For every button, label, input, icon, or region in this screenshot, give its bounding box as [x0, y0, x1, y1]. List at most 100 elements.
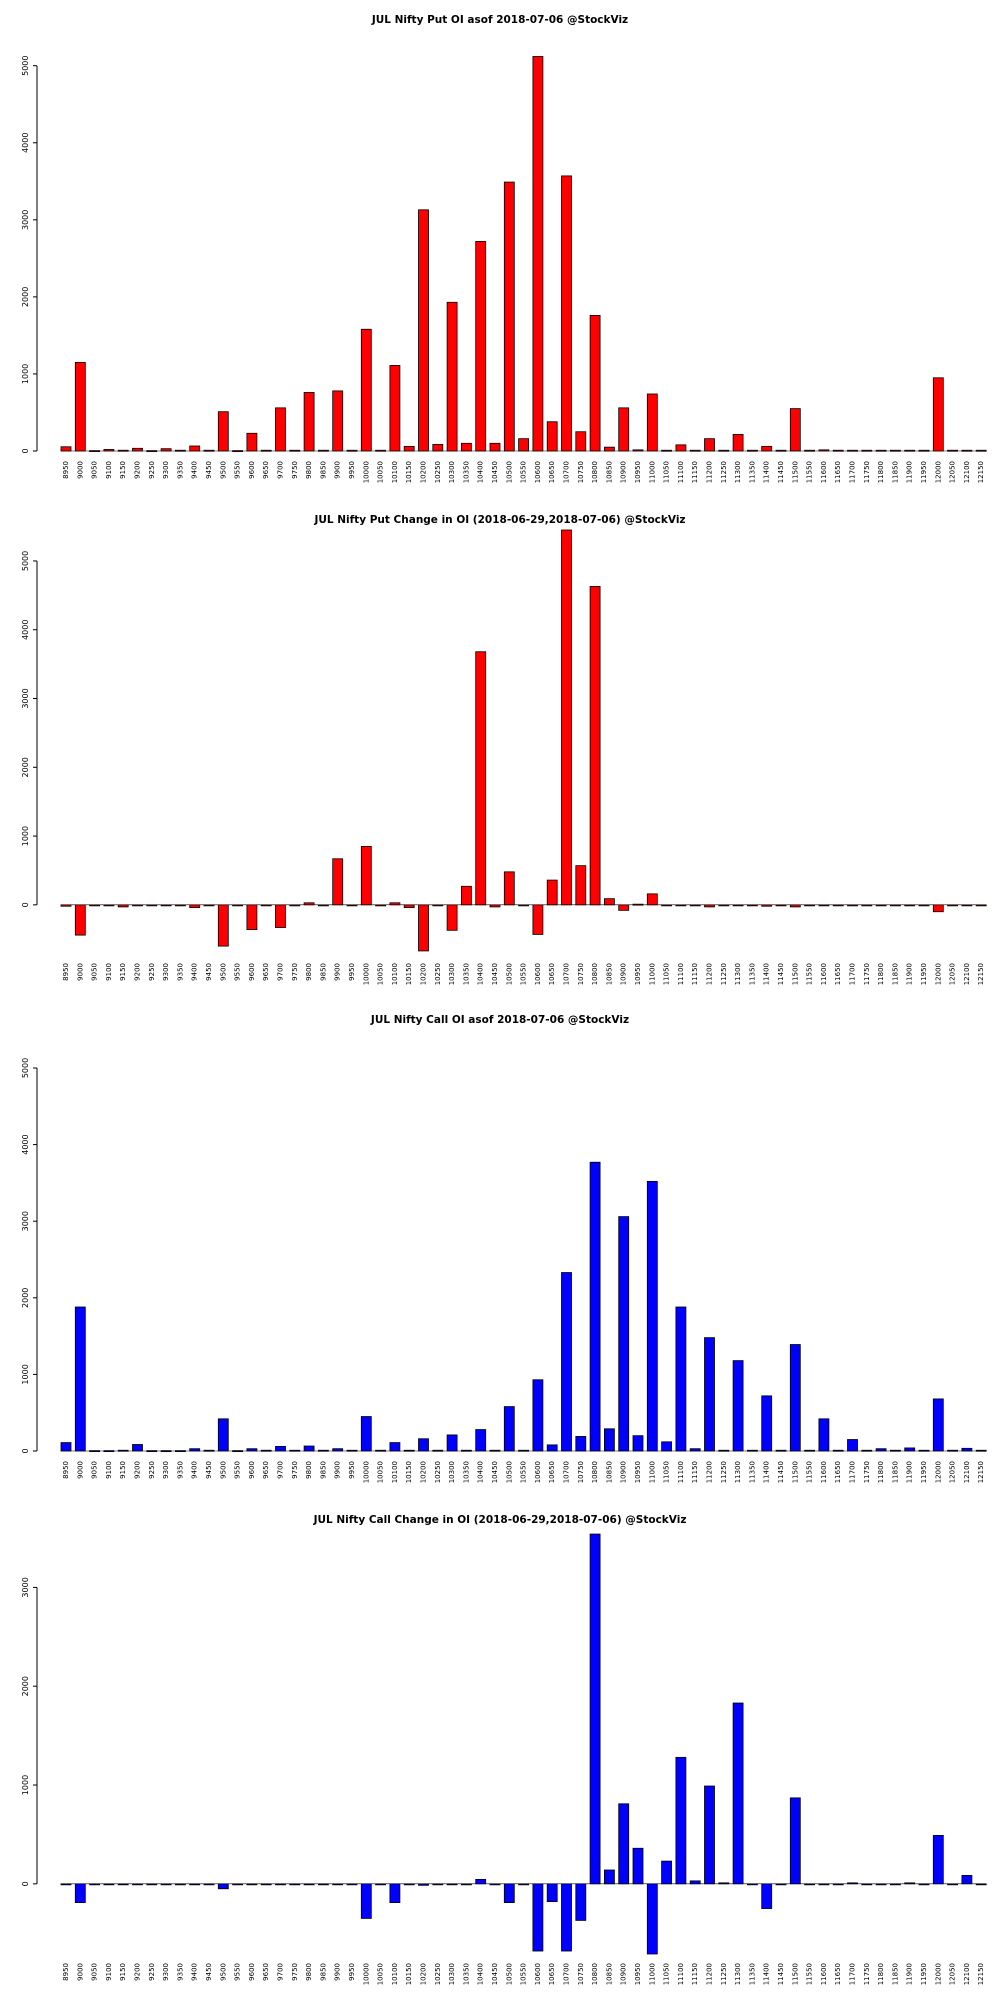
x-tick-label: 11550 — [806, 963, 814, 985]
bar-11950 — [918, 904, 930, 907]
x-tick-label: 10900 — [620, 1461, 628, 1483]
bar-9600 — [246, 1448, 258, 1452]
x-tick-label: 12050 — [949, 1461, 957, 1483]
x-tick-label: 10250 — [434, 1461, 442, 1483]
y-tick-label: 2000 — [21, 287, 30, 307]
bar-9000 — [74, 361, 86, 452]
x-tick-label: 11450 — [777, 963, 785, 985]
bar-9700 — [275, 1883, 286, 1886]
bar-12050 — [947, 904, 958, 907]
x-tick-label: 9000 — [76, 963, 84, 981]
bar-10500 — [503, 871, 515, 906]
bar-12150 — [975, 1449, 987, 1452]
y-tick-label: 2000 — [21, 757, 30, 777]
bar-9950 — [346, 904, 358, 907]
x-tick-label: 11750 — [863, 1461, 871, 1483]
x-tick-label: 10750 — [577, 1963, 585, 1985]
x-tick-label: 11100 — [677, 1461, 685, 1483]
bar-10350 — [460, 1449, 472, 1452]
bar-10200 — [418, 1883, 429, 1886]
bar-11900 — [904, 1882, 916, 1885]
bar-9300 — [160, 448, 172, 452]
bar-11850 — [890, 1449, 901, 1452]
bar-11450 — [775, 904, 787, 907]
x-tick-label: 9000 — [76, 1461, 84, 1479]
bar-9600 — [246, 904, 258, 931]
x-tick-label: 10450 — [491, 963, 499, 985]
x-tick-label: 10800 — [591, 1461, 599, 1483]
x-tick-label: 9550 — [234, 461, 242, 479]
x-tick-label: 9950 — [348, 1963, 356, 1981]
x-tick-label: 10800 — [591, 461, 599, 483]
bar-9750 — [289, 449, 301, 452]
bar-11700 — [847, 1882, 858, 1885]
x-tick-label: 10600 — [534, 461, 542, 483]
bar-11750 — [861, 1883, 873, 1886]
bar-9700 — [275, 1446, 286, 1452]
x-tick-label: 9200 — [134, 963, 142, 981]
bar-11750 — [861, 904, 873, 907]
x-tick-label: 12100 — [963, 461, 971, 483]
x-tick-label: 11900 — [906, 1461, 914, 1483]
bar-9450 — [203, 449, 215, 452]
x-tick-label: 10500 — [505, 1461, 513, 1483]
bar-9250 — [146, 1450, 158, 1453]
bar-9050 — [89, 1883, 100, 1886]
bar-11950 — [918, 1449, 930, 1452]
x-tick-label: 9650 — [262, 461, 270, 479]
bar-10600 — [532, 904, 544, 935]
x-tick-label: 12150 — [977, 1963, 985, 1985]
bar-10350 — [460, 885, 472, 906]
bar-10400 — [475, 240, 487, 452]
bar-10100 — [389, 1883, 401, 1904]
bar-12150 — [975, 904, 987, 907]
bar-9250 — [146, 450, 158, 453]
x-tick-label: 10150 — [405, 1461, 413, 1483]
x-tick-label: 12100 — [963, 1461, 971, 1483]
x-tick-label: 12000 — [934, 963, 942, 985]
bar-10500 — [503, 181, 515, 452]
x-tick-label: 9500 — [219, 963, 227, 981]
bar-11550 — [804, 1449, 815, 1452]
bar-12050 — [947, 449, 958, 452]
x-tick-label: 9350 — [176, 461, 184, 479]
x-tick-label: 11200 — [706, 1963, 714, 1985]
x-tick-label: 11850 — [891, 963, 899, 985]
bar-9450 — [203, 1449, 215, 1452]
bar-10700 — [561, 1883, 572, 1952]
bar-9650 — [260, 1883, 272, 1886]
x-tick-label: 10050 — [377, 1963, 385, 1985]
bar-12050 — [947, 1883, 958, 1886]
bar-11950 — [918, 1883, 930, 1886]
x-tick-label: 12000 — [934, 1461, 942, 1483]
bar-10300 — [446, 301, 458, 452]
x-tick-label: 12100 — [963, 1963, 971, 1985]
y-tick-label: 4000 — [21, 133, 30, 153]
x-tick-label: 9150 — [119, 963, 127, 981]
bar-11650 — [832, 1883, 844, 1886]
bar-10150 — [403, 904, 415, 909]
x-tick-label: 11000 — [648, 461, 656, 483]
x-tick-label: 8950 — [62, 461, 70, 479]
x-tick-label: 10400 — [477, 461, 485, 483]
bar-11900 — [904, 1447, 916, 1452]
y-tick-label: 4000 — [21, 1134, 30, 1154]
bar-chart: 0 1000 2000 3000 8950 9000 9050 9100 9150 9200 925… — [21, 1533, 987, 1985]
bar-11400 — [761, 1395, 773, 1452]
x-tick-label: 11150 — [691, 461, 699, 483]
bar-11450 — [775, 1449, 787, 1452]
x-tick-label: 10400 — [477, 1963, 485, 1985]
x-tick-label: 9900 — [334, 963, 342, 981]
x-tick-label: 11850 — [891, 1461, 899, 1483]
bar-9900 — [332, 858, 344, 906]
x-tick-label: 9700 — [277, 461, 285, 479]
bar-11700 — [847, 449, 858, 452]
bar-11250 — [718, 449, 730, 452]
bar-9950 — [346, 1449, 358, 1452]
x-tick-label: 11800 — [877, 1963, 885, 1985]
bar-11500 — [789, 904, 801, 908]
x-tick-label: 10150 — [405, 963, 413, 985]
bar-11050 — [661, 449, 672, 452]
bar-10800 — [589, 1533, 601, 1885]
x-tick-label: 10100 — [391, 1461, 399, 1483]
